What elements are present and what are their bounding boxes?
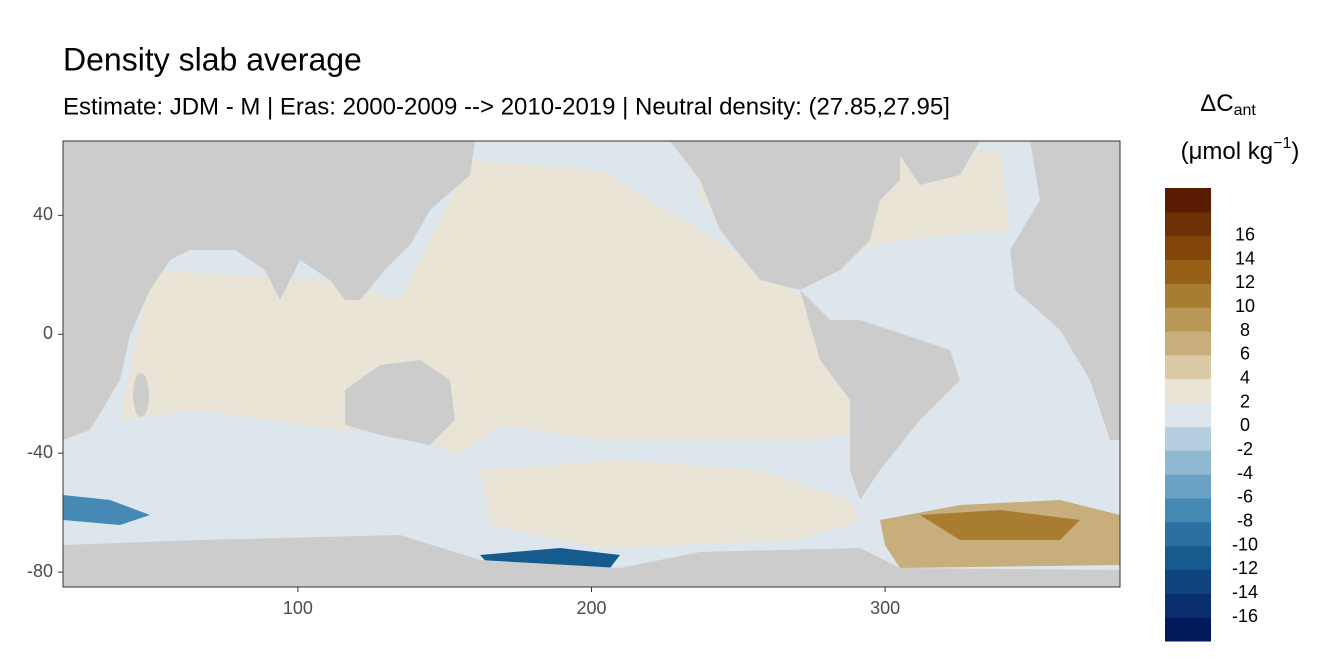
legend-bin <box>1165 235 1211 261</box>
legend-bin <box>1165 545 1211 570</box>
legend-label: 0 <box>1240 415 1250 435</box>
legend-label: 12 <box>1235 272 1255 292</box>
map <box>63 141 1120 587</box>
legend-bin <box>1165 354 1211 380</box>
legend-label: -16 <box>1232 606 1258 626</box>
x-tick-label: 200 <box>576 598 606 618</box>
legend-label: -2 <box>1237 439 1253 459</box>
legend-bin <box>1165 259 1211 284</box>
legend-bin <box>1165 521 1211 547</box>
legend-bin <box>1165 307 1211 332</box>
legend-unit-sup: −1 <box>1273 135 1291 152</box>
legend-label: -4 <box>1237 463 1253 483</box>
legend-bin <box>1165 331 1211 356</box>
legend-bin <box>1165 474 1211 499</box>
legend-label: 2 <box>1240 391 1250 411</box>
legend-bin <box>1165 497 1211 523</box>
y-tick-label: 0 <box>43 323 53 343</box>
legend-bin <box>1165 426 1211 451</box>
legend-unit-main: (μmol kg <box>1181 138 1274 165</box>
legend-title: ΔCant <box>1200 90 1256 119</box>
legend-label: -8 <box>1237 511 1253 531</box>
legend-unit: (μmol kg−1) <box>1181 135 1300 165</box>
y-tick-label: -40 <box>27 442 53 462</box>
legend-bin <box>1165 211 1211 237</box>
y-tick-label: 40 <box>33 204 53 224</box>
legend-label: 8 <box>1240 320 1250 340</box>
legend-bin <box>1165 188 1211 213</box>
legend-label: 6 <box>1240 344 1250 364</box>
legend-label: 10 <box>1235 296 1255 316</box>
legend-label: -14 <box>1232 582 1258 602</box>
chart-title: Density slab average <box>63 41 362 77</box>
legend-bin <box>1165 283 1211 308</box>
legend-label: 16 <box>1235 224 1255 244</box>
legend-title-sub: ant <box>1234 102 1257 119</box>
legend-label: -10 <box>1232 534 1258 554</box>
legend-bin <box>1165 593 1211 618</box>
legend-label: -6 <box>1237 487 1253 507</box>
legend-label: -12 <box>1232 558 1258 578</box>
legend-label: 4 <box>1240 367 1250 387</box>
legend-unit-end: ) <box>1291 138 1299 165</box>
legend-bin <box>1165 402 1211 427</box>
x-tick-label: 100 <box>283 598 313 618</box>
legend-bin <box>1165 569 1211 594</box>
chart-subtitle: Estimate: JDM - M | Eras: 2000-2009 --> … <box>63 93 950 120</box>
legend-bin <box>1165 450 1211 475</box>
legend-bin <box>1165 378 1211 404</box>
x-tick-label: 300 <box>870 598 900 618</box>
legend-title-main: ΔC <box>1200 90 1233 117</box>
y-tick-label: -80 <box>27 561 53 581</box>
legend-bin <box>1165 617 1211 642</box>
legend-label: 14 <box>1235 248 1255 268</box>
